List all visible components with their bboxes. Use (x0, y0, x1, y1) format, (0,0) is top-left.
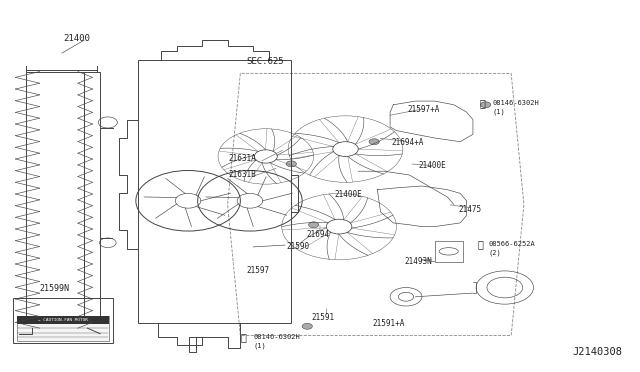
Bar (84, 71, 100, 328)
Circle shape (308, 222, 319, 228)
Bar (13, 298, 113, 343)
Text: (1): (1) (492, 108, 505, 115)
Text: 21599N: 21599N (40, 284, 70, 293)
Text: 21694: 21694 (306, 230, 329, 239)
Text: 21591: 21591 (311, 313, 334, 322)
Text: Ⓑ: Ⓑ (479, 98, 485, 108)
Text: 21400: 21400 (63, 34, 90, 43)
Text: 08566-6252A: 08566-6252A (489, 241, 536, 247)
Circle shape (286, 161, 296, 167)
Text: 21631A: 21631A (229, 154, 257, 163)
Text: 21590: 21590 (287, 243, 310, 251)
Bar (26, 71, 84, 328)
Text: 21400E: 21400E (419, 161, 447, 170)
Text: 21631B: 21631B (229, 170, 257, 179)
Text: 21493N: 21493N (404, 257, 432, 266)
Text: 21400E: 21400E (334, 190, 362, 199)
Text: 08146-6302H: 08146-6302H (492, 100, 539, 106)
Text: 21591+A: 21591+A (372, 319, 404, 328)
Text: SEC.625: SEC.625 (246, 57, 284, 66)
Circle shape (369, 139, 380, 145)
Text: J2140308: J2140308 (573, 347, 623, 357)
Text: 21597: 21597 (246, 266, 270, 275)
Circle shape (302, 323, 312, 329)
Text: Ⓢ: Ⓢ (477, 239, 483, 249)
Text: (1): (1) (253, 343, 266, 349)
Circle shape (481, 102, 491, 108)
Text: (2): (2) (489, 250, 502, 256)
Bar (17, 316, 109, 324)
Text: 21597+A: 21597+A (408, 105, 440, 115)
Bar (138, 61, 291, 323)
Text: 21694+A: 21694+A (392, 138, 424, 147)
Text: ⚠ CAUTION-FAN MOTOR: ⚠ CAUTION-FAN MOTOR (38, 318, 88, 322)
Text: Ⓑ: Ⓑ (241, 332, 246, 342)
Bar (435, 241, 463, 262)
Text: 08146-6302H: 08146-6302H (253, 334, 300, 340)
Bar (17, 316, 109, 341)
Text: 21475: 21475 (459, 205, 482, 214)
